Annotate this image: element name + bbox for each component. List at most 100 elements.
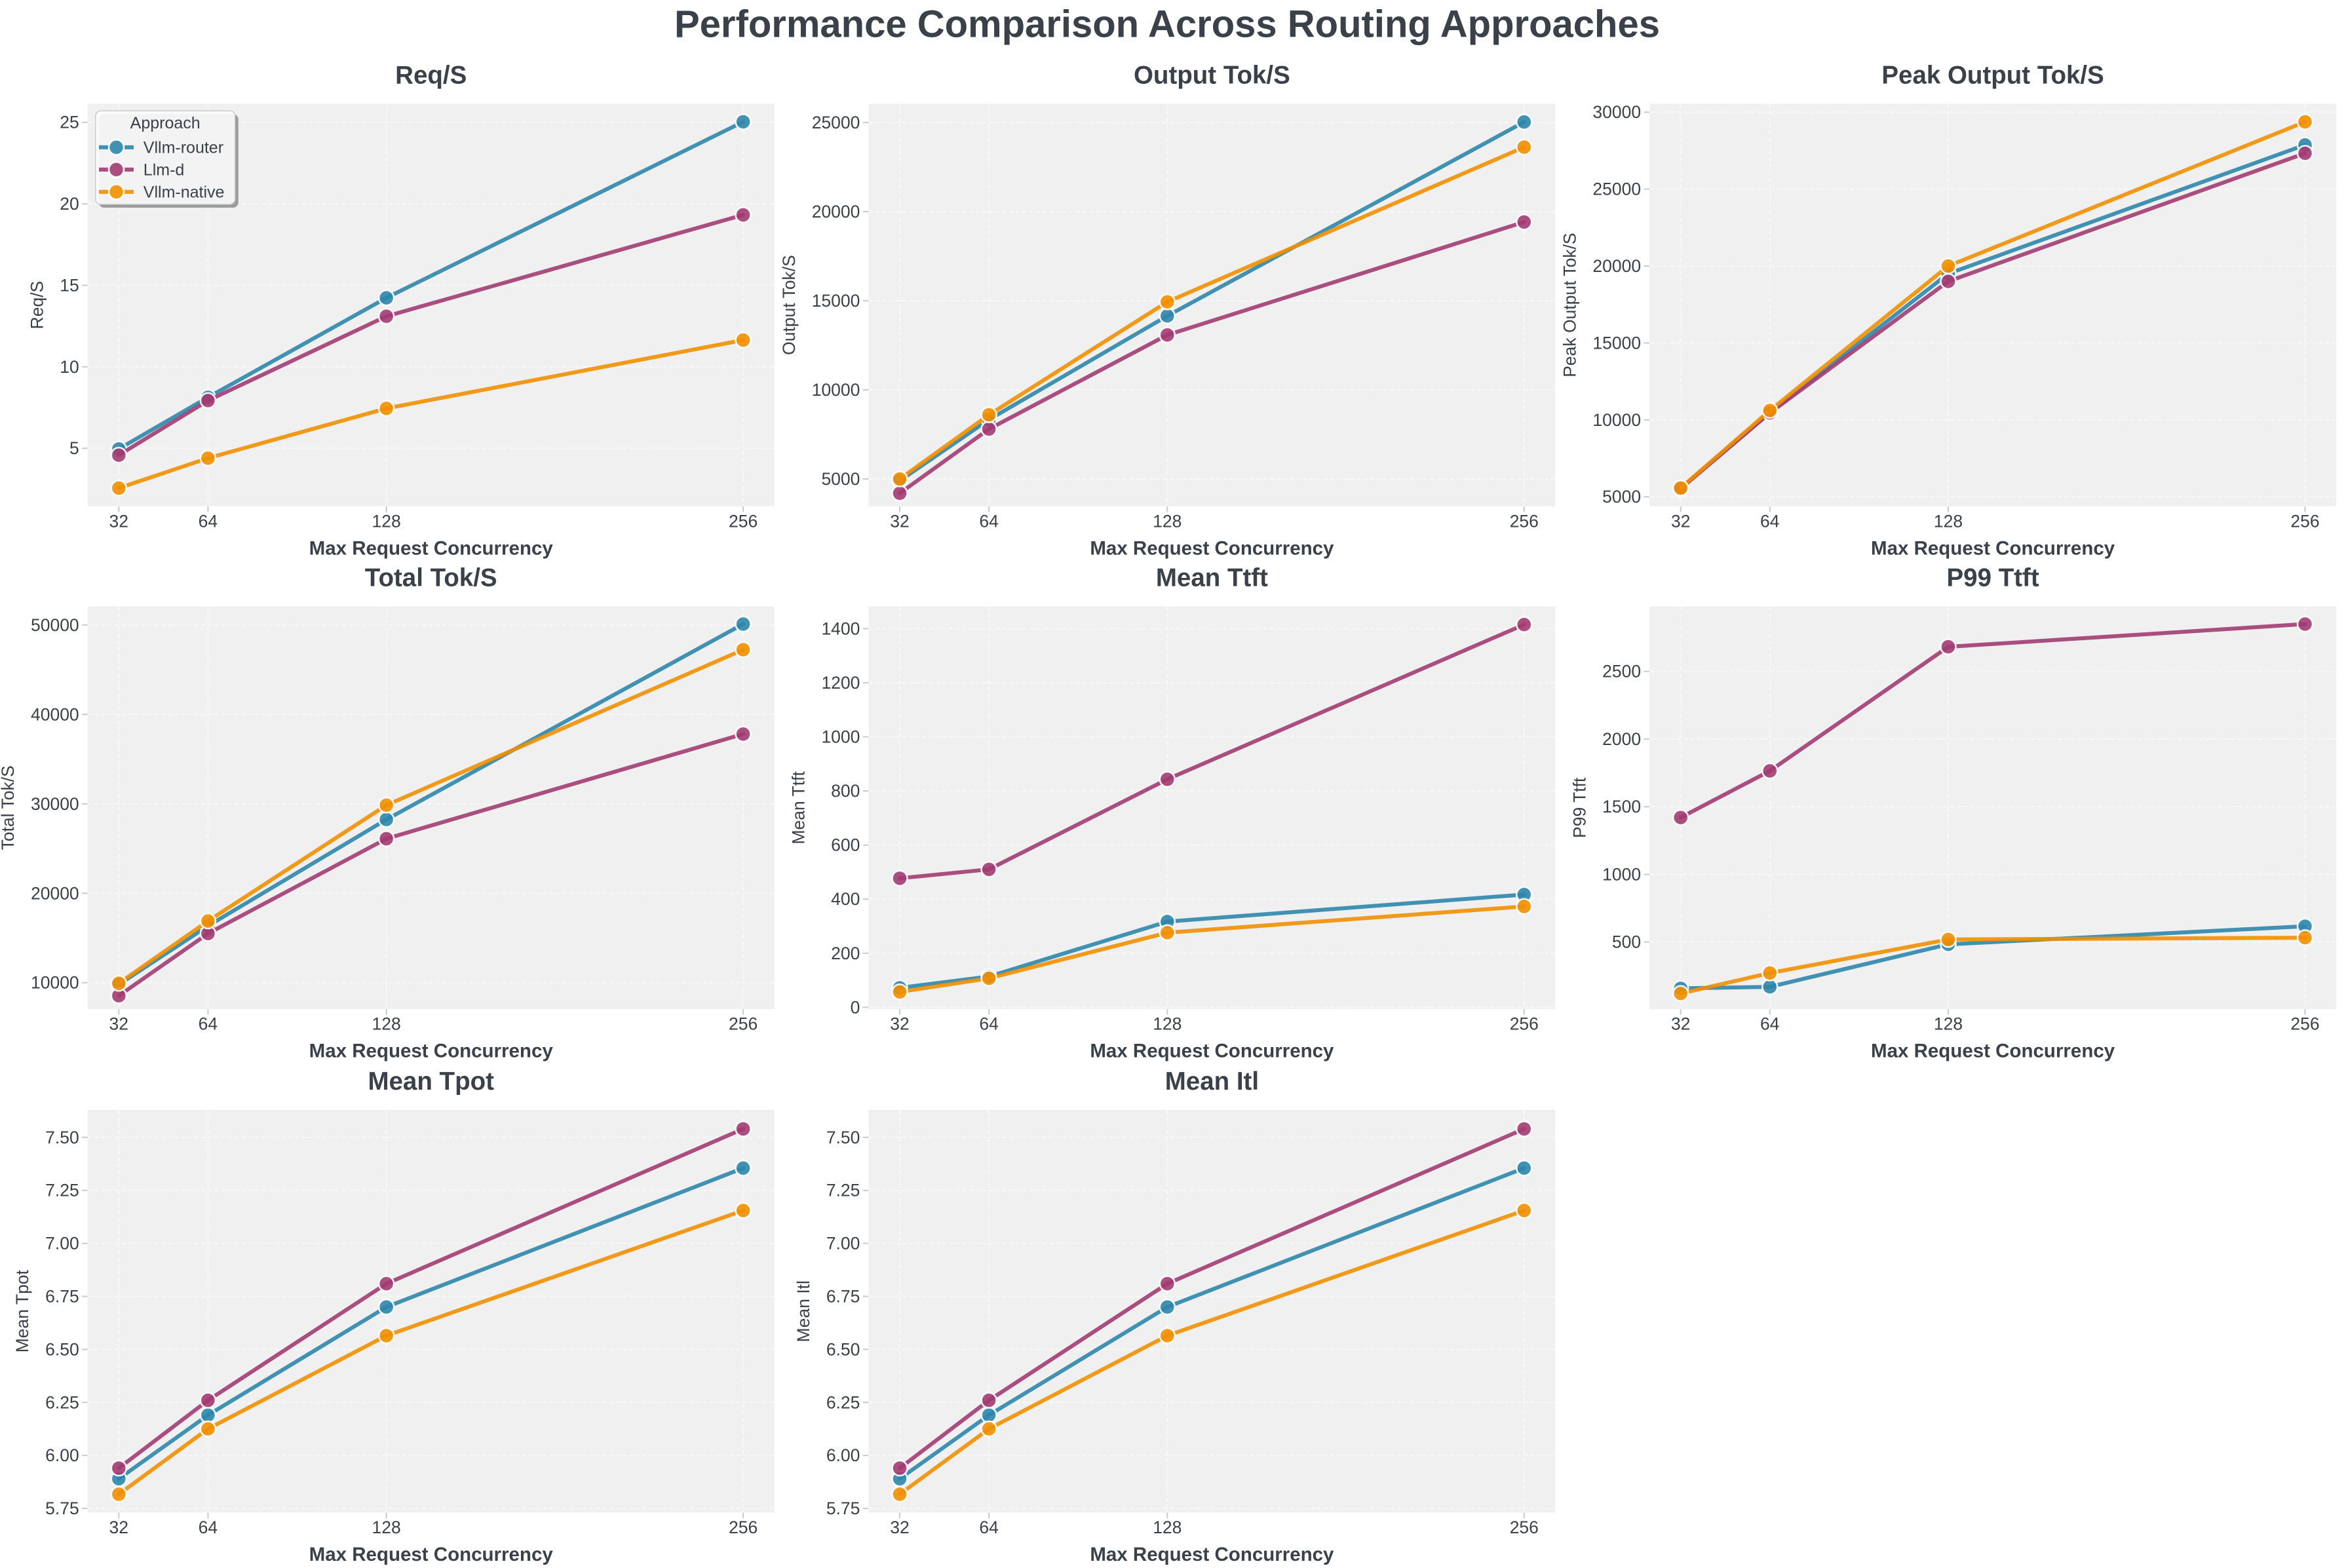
svg-text:256: 256 — [1510, 511, 1539, 531]
svg-text:Max Request Concurrency: Max Request Concurrency — [1871, 537, 2115, 559]
svg-text:10000: 10000 — [31, 973, 79, 993]
svg-text:128: 128 — [372, 1014, 400, 1034]
svg-text:P99 Ttft: P99 Ttft — [1947, 564, 2039, 592]
svg-text:128: 128 — [372, 511, 400, 531]
svg-text:Mean Itl: Mean Itl — [1165, 1067, 1259, 1096]
svg-text:32: 32 — [109, 511, 128, 531]
svg-text:128: 128 — [372, 1518, 400, 1537]
svg-text:64: 64 — [1760, 1014, 1779, 1034]
svg-text:Peak Output Tok/S: Peak Output Tok/S — [1881, 61, 2104, 89]
svg-text:200: 200 — [831, 944, 860, 963]
svg-text:256: 256 — [2290, 511, 2319, 531]
svg-text:Performance Comparison Across: Performance Comparison Across Routing Ap… — [674, 3, 1660, 46]
svg-text:15000: 15000 — [1592, 333, 1641, 353]
svg-text:25000: 25000 — [1592, 180, 1641, 199]
svg-text:Output Tok/S: Output Tok/S — [779, 255, 799, 355]
svg-text:0: 0 — [851, 997, 860, 1017]
svg-text:6.50: 6.50 — [45, 1339, 79, 1359]
svg-text:Req/S: Req/S — [395, 61, 467, 89]
svg-text:1200: 1200 — [821, 673, 860, 693]
svg-text:6.25: 6.25 — [826, 1392, 860, 1412]
svg-text:128: 128 — [1934, 1014, 1963, 1034]
svg-text:50000: 50000 — [31, 615, 79, 635]
svg-text:Mean Ttft: Mean Ttft — [789, 771, 809, 844]
svg-text:6.00: 6.00 — [45, 1445, 79, 1465]
svg-text:7.50: 7.50 — [826, 1128, 860, 1147]
svg-text:64: 64 — [979, 1014, 998, 1034]
svg-text:128: 128 — [1153, 1014, 1182, 1034]
svg-text:256: 256 — [1510, 1014, 1539, 1034]
svg-text:15: 15 — [60, 275, 79, 295]
svg-text:Peak Output Tok/S: Peak Output Tok/S — [1560, 233, 1580, 377]
svg-text:64: 64 — [199, 511, 218, 531]
svg-text:128: 128 — [1934, 511, 1963, 531]
svg-text:20: 20 — [60, 194, 79, 214]
svg-text:Max Request Concurrency: Max Request Concurrency — [309, 1041, 554, 1062]
svg-text:30000: 30000 — [31, 794, 79, 814]
svg-text:25000: 25000 — [812, 113, 860, 132]
svg-text:7.25: 7.25 — [826, 1181, 860, 1200]
svg-text:64: 64 — [199, 1014, 218, 1034]
svg-text:64: 64 — [199, 1518, 218, 1537]
svg-text:Total Tok/S: Total Tok/S — [0, 765, 18, 850]
svg-text:Max Request Concurrency: Max Request Concurrency — [1090, 1041, 1334, 1062]
svg-text:5000: 5000 — [1602, 487, 1641, 507]
svg-text:5000: 5000 — [821, 469, 860, 489]
svg-text:128: 128 — [1153, 1518, 1182, 1537]
svg-text:Mean Itl: Mean Itl — [794, 1280, 813, 1342]
svg-text:7.25: 7.25 — [45, 1181, 79, 1200]
svg-text:64: 64 — [1760, 511, 1779, 531]
svg-text:Req/S: Req/S — [27, 281, 47, 330]
svg-text:64: 64 — [979, 1518, 998, 1537]
svg-text:20000: 20000 — [31, 883, 79, 903]
svg-text:Output Tok/S: Output Tok/S — [1134, 61, 1290, 89]
svg-text:6.25: 6.25 — [45, 1392, 79, 1412]
svg-text:Mean Tpot: Mean Tpot — [368, 1067, 494, 1096]
svg-text:Llm-d: Llm-d — [144, 161, 185, 179]
svg-text:500: 500 — [1612, 932, 1641, 952]
svg-text:6.75: 6.75 — [45, 1287, 79, 1307]
svg-text:2500: 2500 — [1602, 662, 1641, 681]
svg-text:Max Request Concurrency: Max Request Concurrency — [1871, 1041, 2115, 1062]
svg-text:25: 25 — [60, 113, 79, 132]
svg-text:30000: 30000 — [1592, 102, 1641, 122]
svg-text:6.00: 6.00 — [826, 1445, 860, 1465]
svg-text:32: 32 — [1671, 1014, 1690, 1034]
svg-text:Max Request Concurrency: Max Request Concurrency — [1090, 537, 1334, 559]
svg-text:1000: 1000 — [821, 727, 860, 747]
svg-text:Total Tok/S: Total Tok/S — [365, 564, 497, 592]
svg-text:800: 800 — [831, 781, 860, 801]
svg-text:2000: 2000 — [1602, 729, 1641, 749]
svg-text:400: 400 — [831, 889, 860, 909]
svg-text:6.75: 6.75 — [826, 1287, 860, 1307]
svg-text:10: 10 — [60, 357, 79, 377]
svg-text:256: 256 — [2290, 1014, 2319, 1034]
svg-text:Vllm-native: Vllm-native — [144, 183, 225, 201]
svg-text:32: 32 — [109, 1518, 128, 1537]
svg-text:Max Request Concurrency: Max Request Concurrency — [309, 537, 554, 559]
svg-text:7.00: 7.00 — [45, 1234, 79, 1253]
svg-text:10000: 10000 — [812, 380, 860, 400]
svg-text:15000: 15000 — [812, 291, 860, 311]
svg-text:5.75: 5.75 — [826, 1499, 860, 1518]
svg-text:7.00: 7.00 — [826, 1234, 860, 1253]
svg-text:5.75: 5.75 — [45, 1499, 79, 1518]
svg-text:7.50: 7.50 — [45, 1128, 79, 1147]
svg-text:40000: 40000 — [31, 704, 79, 724]
svg-text:6.50: 6.50 — [826, 1339, 860, 1359]
svg-text:32: 32 — [109, 1014, 128, 1034]
svg-text:32: 32 — [890, 1518, 909, 1537]
svg-text:Vllm-router: Vllm-router — [144, 138, 223, 157]
svg-text:20000: 20000 — [812, 202, 860, 221]
svg-text:Mean Tpot: Mean Tpot — [12, 1269, 32, 1352]
svg-text:32: 32 — [1671, 511, 1690, 531]
svg-text:32: 32 — [890, 1014, 909, 1034]
svg-text:600: 600 — [831, 835, 860, 855]
svg-text:256: 256 — [729, 511, 758, 531]
svg-text:1400: 1400 — [821, 619, 860, 638]
svg-text:256: 256 — [729, 1518, 758, 1537]
svg-text:32: 32 — [890, 511, 909, 531]
svg-text:20000: 20000 — [1592, 256, 1641, 276]
svg-text:128: 128 — [1153, 511, 1182, 531]
svg-text:256: 256 — [1510, 1518, 1539, 1537]
